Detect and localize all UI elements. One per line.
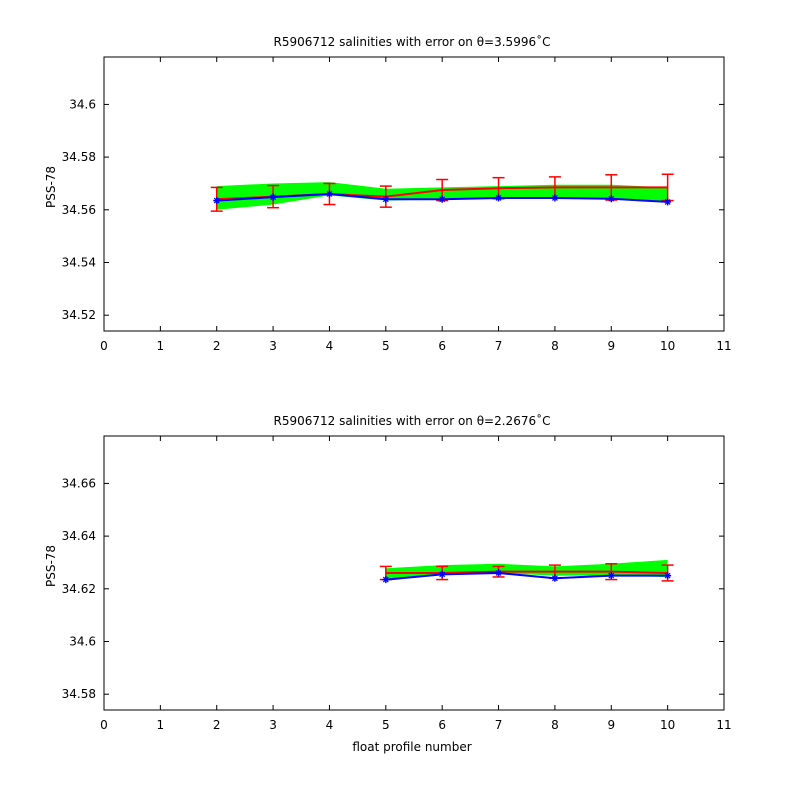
x-tick-label: 6 xyxy=(438,718,446,732)
marker-d2 xyxy=(551,575,558,582)
marker-d2 xyxy=(551,195,558,201)
marker-d2 xyxy=(270,194,277,201)
data-point-top xyxy=(325,190,333,198)
x-tick-label: 0 xyxy=(100,339,108,353)
series-line-red-bottom xyxy=(385,570,668,574)
y-axis-label-bottom: PSS-78 xyxy=(44,545,58,587)
x-tick-label: 11 xyxy=(716,718,731,732)
y-tick-label: 34.6 xyxy=(69,635,96,649)
x-tick-label: 7 xyxy=(495,718,503,732)
data-point-bottom xyxy=(607,572,615,580)
data-point-bottom xyxy=(664,572,672,580)
chart-title-top: R5906712 salinities with error on θ=3.59… xyxy=(274,34,551,49)
x-tick-label: 3 xyxy=(269,339,277,353)
data-point-top xyxy=(269,193,277,201)
data-point-top xyxy=(495,194,503,202)
data-point-top xyxy=(382,195,390,203)
x-tick-label: 4 xyxy=(326,339,334,353)
marker-d2 xyxy=(664,198,671,205)
data-point-bottom xyxy=(495,569,503,577)
x-tick-label: 10 xyxy=(660,718,675,732)
marker-d2 xyxy=(382,576,389,583)
data-point-bottom xyxy=(382,576,390,584)
marker-d2 xyxy=(608,195,615,202)
marker-d2 xyxy=(439,196,446,203)
marker-d2 xyxy=(382,196,389,203)
data-point-bottom xyxy=(551,574,559,582)
data-point-top xyxy=(664,198,672,206)
x-tick-label: 3 xyxy=(269,718,277,732)
chart-panel-top: R5906712 salinities with error on θ=3.59… xyxy=(44,34,732,353)
y-tick-label: 34.64 xyxy=(62,529,96,543)
chart-panel-bottom: R5906712 salinities with error on θ=2.26… xyxy=(44,413,732,754)
y-tick-label: 34.58 xyxy=(62,687,96,701)
y-axis-label-top: PSS-78 xyxy=(44,166,58,208)
x-tick-label: 8 xyxy=(551,339,559,353)
x-tick-label: 5 xyxy=(382,339,390,353)
data-point-top xyxy=(213,197,221,205)
marker-d2 xyxy=(439,571,446,578)
marker-d2 xyxy=(608,572,615,579)
y-tick-label: 34.66 xyxy=(62,476,96,490)
x-tick-label: 6 xyxy=(438,339,446,353)
x-tick-label: 2 xyxy=(213,339,221,353)
data-point-bottom xyxy=(438,570,446,578)
chart-title-bottom: R5906712 salinities with error on θ=2.26… xyxy=(274,413,551,428)
data-point-top xyxy=(551,194,559,202)
y-tick-label: 34.58 xyxy=(62,150,96,164)
marker-d2 xyxy=(664,572,671,579)
x-axis-label-bottom: float profile number xyxy=(352,740,471,754)
x-tick-label: 4 xyxy=(326,718,334,732)
marker-d2 xyxy=(326,191,333,197)
x-tick-label: 9 xyxy=(607,339,615,353)
y-tick-label: 34.6 xyxy=(69,97,96,111)
marker-d2 xyxy=(495,570,502,576)
x-tick-label: 11 xyxy=(716,339,731,353)
x-tick-label: 2 xyxy=(213,718,221,732)
x-tick-label: 0 xyxy=(100,718,108,732)
data-point-top xyxy=(438,195,446,203)
plot-frame-top xyxy=(103,56,725,332)
series-line-blue-bottom xyxy=(385,571,668,581)
marker-d2 xyxy=(213,197,220,204)
x-tick-label: 9 xyxy=(607,718,615,732)
y-tick-label: 34.56 xyxy=(62,203,96,217)
y-tick-label: 34.54 xyxy=(62,256,96,270)
y-tick-label: 34.52 xyxy=(62,308,96,322)
data-point-top xyxy=(607,195,615,203)
x-tick-label: 5 xyxy=(382,718,390,732)
plot-frame-bottom xyxy=(103,435,725,711)
x-tick-label: 1 xyxy=(157,718,165,732)
x-tick-label: 1 xyxy=(157,339,165,353)
x-tick-label: 7 xyxy=(495,339,503,353)
x-tick-label: 8 xyxy=(551,718,559,732)
y-tick-label: 34.62 xyxy=(62,582,96,596)
marker-d2 xyxy=(495,195,502,201)
x-tick-label: 10 xyxy=(660,339,675,353)
